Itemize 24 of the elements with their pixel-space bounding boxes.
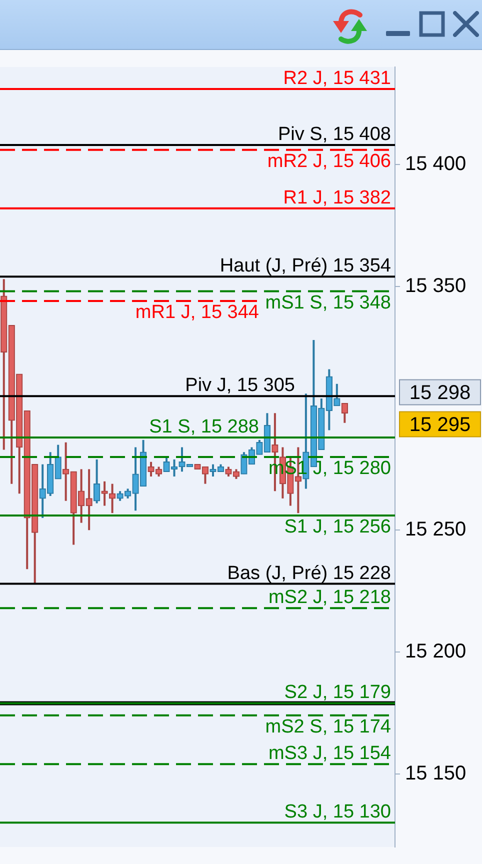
- ref-line-label: mR2 J, 15 406: [267, 150, 392, 172]
- text: 15 298: [409, 382, 471, 404]
- ref-line-label: mS1 S, 15 348: [265, 292, 392, 314]
- y-tick-label: 15 150: [405, 762, 466, 784]
- ref-line-label: Piv J, 15 305: [185, 375, 295, 396]
- ref-line-label: mR1 J, 15 344: [135, 302, 260, 323]
- ref-line-label: R1 J, 15 382: [283, 187, 392, 208]
- y-tick-label: 15 400: [405, 153, 466, 176]
- ref-line-label: Piv S, 15 408: [278, 124, 392, 145]
- ref-line-label: S2 J, 15 179: [284, 682, 392, 704]
- ref-line-label: R2 J, 15 431: [283, 68, 392, 89]
- ref-line-label: mS2 J, 15 218: [268, 587, 392, 608]
- y-tick-label: 15 350: [405, 274, 466, 297]
- ref-line-label: S1 J, 15 256: [284, 516, 392, 538]
- y-tick-label: 15 200: [405, 640, 466, 663]
- ref-line-label: Bas (J, Pré) 15 228: [227, 562, 392, 584]
- y-tick-label: 15 250: [405, 518, 466, 541]
- ref-line-label: mS1 J, 15 280: [268, 458, 392, 479]
- ref-line-label: Haut (J, Pré) 15 354: [220, 256, 392, 277]
- ref-line-label: mS2 S, 15 174: [265, 716, 392, 738]
- ref-line-label: mS3 J, 15 154: [268, 743, 392, 764]
- text: 15 295: [409, 414, 471, 436]
- ref-line-label: S3 J, 15 130: [284, 802, 392, 823]
- ref-line-label: S1 S, 15 288: [149, 416, 260, 438]
